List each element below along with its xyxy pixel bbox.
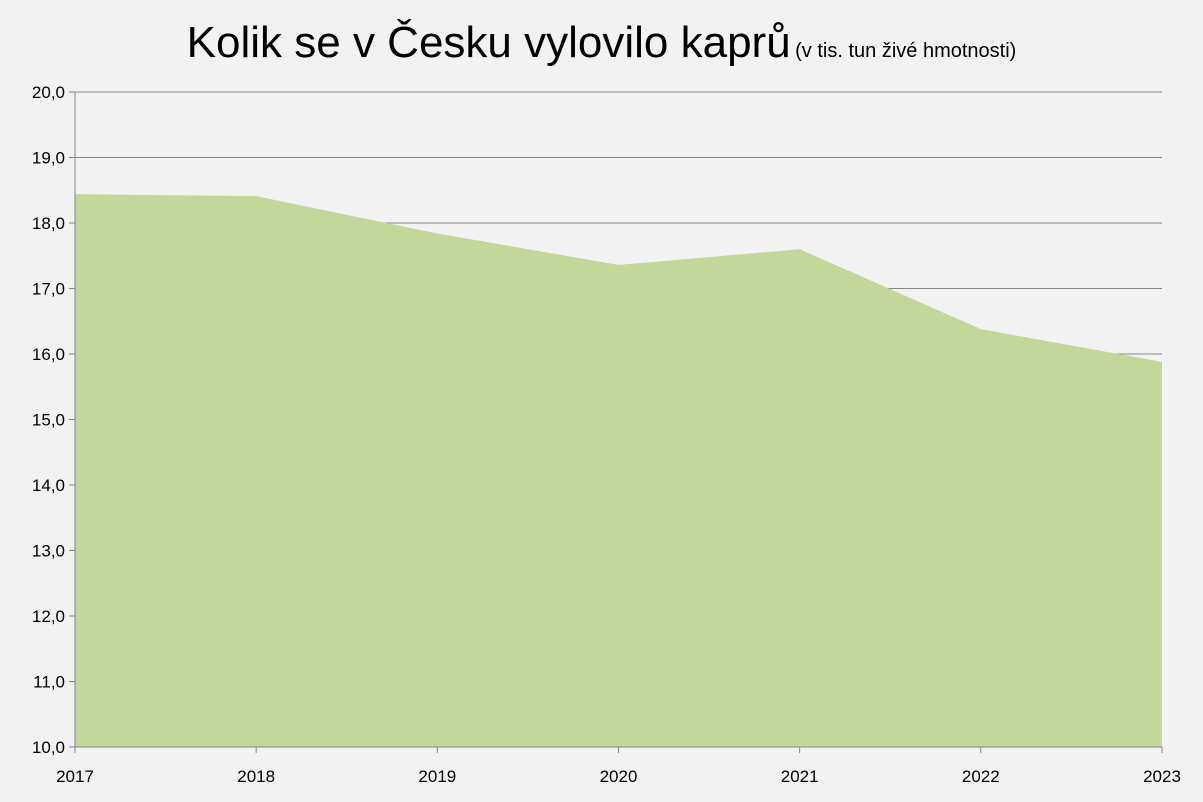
y-tick-label: 17,0 — [32, 280, 65, 299]
y-tick-label: 12,0 — [32, 607, 65, 626]
x-tick-label: 2021 — [781, 767, 819, 786]
y-tick-label: 15,0 — [32, 411, 65, 430]
y-tick-label: 20,0 — [32, 83, 65, 102]
x-tick-label: 2023 — [1143, 767, 1181, 786]
y-tick-label: 18,0 — [32, 214, 65, 233]
x-tick-label: 2022 — [962, 767, 1000, 786]
chart-title: Kolik se v Česku vylovilo kaprů (v tis. … — [0, 18, 1203, 68]
chart-title-main: Kolik se v Česku vylovilo kaprů — [186, 18, 791, 67]
y-tick-label: 10,0 — [32, 738, 65, 757]
y-tick-label: 13,0 — [32, 542, 65, 561]
x-tick-label: 2017 — [56, 767, 94, 786]
chart-subtitle: (v tis. tun živé hmotnosti) — [795, 40, 1017, 62]
area-series — [75, 194, 1162, 747]
y-tick-label: 14,0 — [32, 476, 65, 495]
y-tick-label: 19,0 — [32, 149, 65, 168]
x-tick-label: 2018 — [237, 767, 275, 786]
x-tick-label: 2020 — [600, 767, 638, 786]
x-tick-label: 2019 — [418, 767, 456, 786]
y-tick-label: 11,0 — [33, 673, 65, 692]
y-tick-label: 16,0 — [32, 345, 65, 364]
